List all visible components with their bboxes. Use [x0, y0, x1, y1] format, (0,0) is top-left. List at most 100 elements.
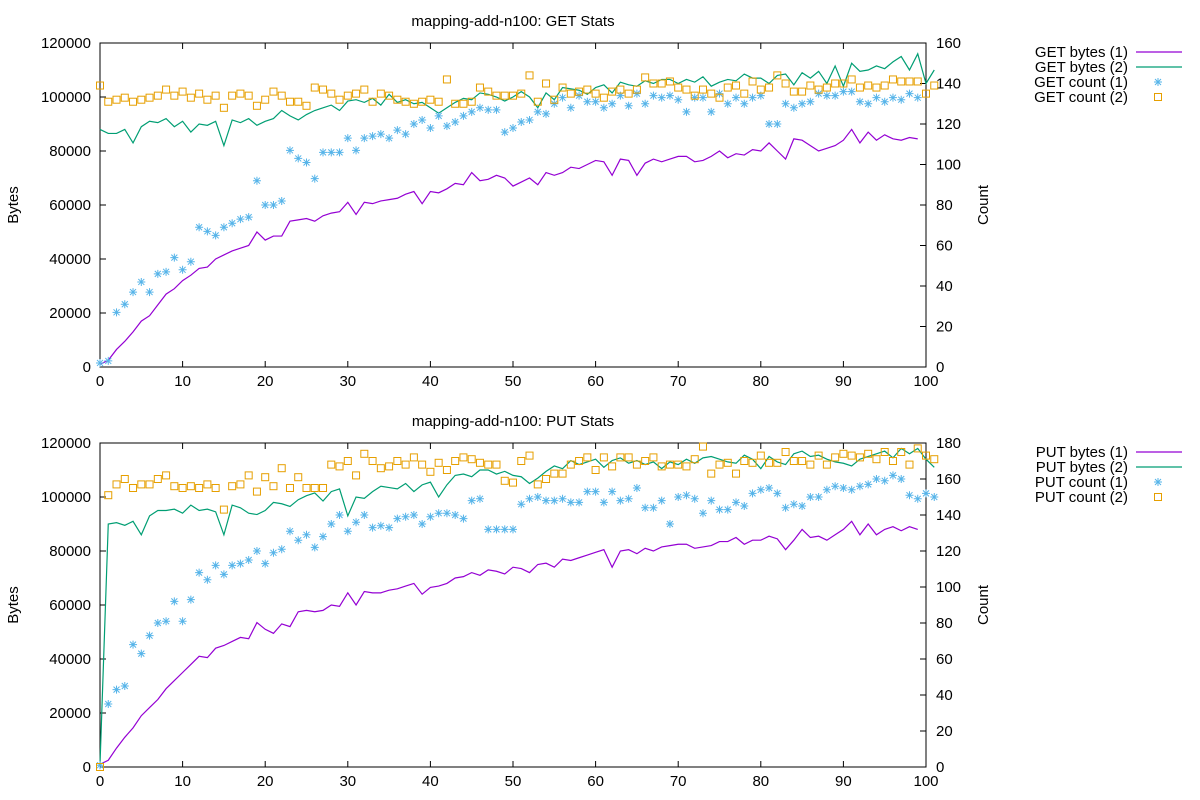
data-point-square [542, 475, 551, 483]
data-point-square [484, 460, 493, 469]
series-2 [99, 52, 935, 148]
data-point-star [186, 595, 195, 604]
data-point-square [509, 91, 517, 100]
data-point-star [798, 502, 807, 510]
data-point-square [641, 73, 650, 82]
data-point-square [418, 460, 427, 469]
data-point-star [566, 103, 575, 112]
data-point-square [170, 91, 179, 100]
data-point-square [195, 484, 204, 492]
data-point-star [137, 649, 146, 658]
data-point-square [310, 83, 319, 92]
data-point-square [269, 87, 278, 96]
data-point-square [475, 83, 484, 92]
data-point-square [252, 487, 261, 496]
data-point-star [822, 91, 831, 100]
data-point-star [847, 485, 856, 494]
y2-tick-label: 120 [936, 116, 961, 133]
data-point-square [674, 83, 683, 92]
data-point-square [376, 464, 385, 473]
data-point-star [740, 99, 749, 108]
y-tick-label: 40000 [49, 251, 91, 268]
data-point-star [145, 631, 154, 640]
data-point-square [211, 484, 220, 492]
data-point-square [781, 79, 790, 88]
y2-tick-label: 140 [936, 507, 961, 524]
data-point-star [765, 484, 774, 492]
data-point-star [888, 471, 897, 480]
data-point-square [732, 469, 741, 478]
data-point-star [96, 761, 104, 770]
data-point-star [748, 489, 757, 498]
data-point-square [500, 476, 509, 485]
data-point-star [509, 124, 517, 133]
data-point-square [104, 491, 113, 500]
data-point-square [492, 460, 501, 469]
data-point-star [112, 308, 121, 317]
data-point-star [153, 269, 162, 278]
legend-label: PUT bytes (2) [1036, 459, 1128, 476]
data-point-star [269, 548, 278, 557]
data-point-star [533, 107, 542, 116]
data-point-square [822, 460, 831, 469]
data-point-square [682, 85, 691, 94]
data-point-star [228, 219, 237, 228]
data-point-star [120, 682, 129, 690]
data-point-star [690, 93, 699, 102]
data-point-star [806, 97, 815, 106]
data-point-square [409, 453, 418, 462]
data-point-square [740, 89, 749, 98]
data-point-square [310, 484, 319, 492]
data-point-square [599, 93, 608, 102]
data-point-star [319, 532, 328, 541]
data-point-star [814, 493, 823, 501]
data-point-star [228, 561, 237, 570]
data-point-square [583, 453, 592, 462]
x-tick-label: 80 [752, 773, 769, 790]
data-point-square [352, 471, 361, 480]
data-point-star [145, 288, 154, 297]
data-point-star [905, 491, 914, 500]
data-point-square [550, 469, 559, 478]
series-1 [99, 520, 918, 765]
data-point-square [434, 458, 443, 467]
data-point-star [129, 640, 138, 649]
data-point-square [624, 453, 633, 462]
data-point-square [360, 449, 369, 458]
data-point-square [162, 85, 171, 94]
chart-panel-2: mapping-add-n100: PUT Stats 0 10 20 30 40 50 60… [5, 413, 1182, 790]
data-point-star [608, 99, 617, 108]
data-point-star [773, 489, 782, 498]
data-point-square [624, 89, 633, 98]
data-point-star [376, 130, 385, 139]
data-point-square [616, 85, 625, 94]
data-point-square [558, 469, 567, 478]
data-point-star [277, 196, 286, 205]
data-point-star [641, 99, 650, 108]
series-4 [96, 71, 939, 112]
data-point-square [682, 462, 691, 471]
plot-frame [99, 42, 927, 368]
data-point-square [120, 475, 129, 483]
data-point-square [847, 75, 856, 84]
x-tick-label: 60 [587, 373, 604, 390]
x-tick-label: 40 [422, 773, 439, 790]
data-point-square [657, 79, 666, 88]
y2-tick-label: 80 [936, 615, 953, 632]
y2-axis-label: Count [975, 584, 992, 625]
data-point-square [277, 464, 286, 473]
legend-swatch-star [1154, 78, 1162, 86]
data-point-star [343, 134, 352, 143]
data-point-star [599, 103, 608, 112]
data-point-square [153, 91, 162, 100]
data-point-star [723, 99, 732, 108]
data-point-star [302, 530, 311, 539]
data-point-square [690, 455, 699, 464]
y2-tick-label: 20 [936, 723, 953, 740]
data-point-square [219, 103, 228, 112]
data-point-square [467, 455, 476, 464]
data-point-star [897, 475, 906, 483]
x-tick-label: 50 [505, 773, 522, 790]
y-tick-label: 80000 [49, 143, 91, 160]
data-point-square [715, 93, 724, 102]
